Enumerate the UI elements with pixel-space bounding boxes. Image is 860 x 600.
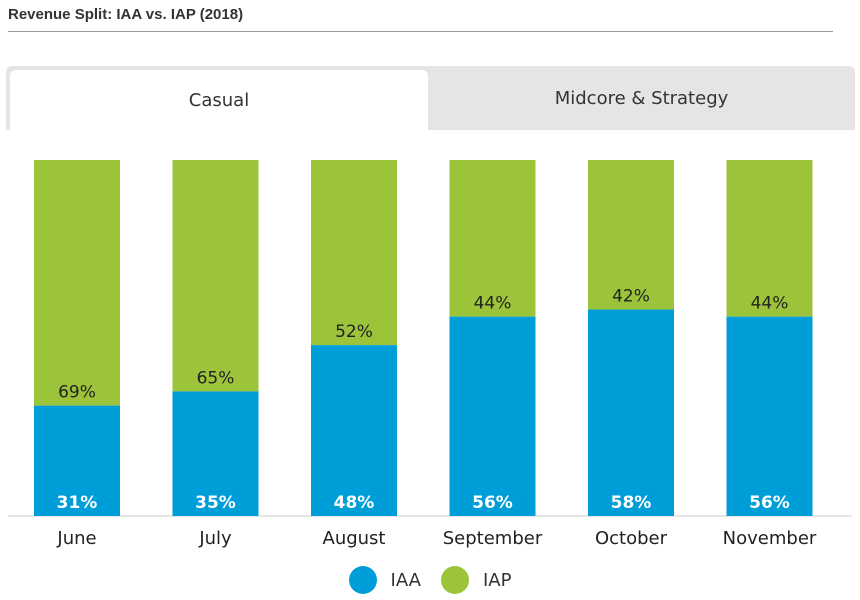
label-iap-august: 52% <box>335 322 373 342</box>
x-tick-label-october: October <box>595 528 668 549</box>
label-iaa-june: 31% <box>57 493 98 513</box>
tab-casual[interactable]: Casual <box>10 70 428 130</box>
label-iaa-july: 35% <box>195 493 236 513</box>
bar-iaa-july <box>172 391 259 516</box>
x-tick-label-september: September <box>443 528 543 549</box>
bar-iap-july <box>172 160 259 392</box>
revenue-split-chart: 69% 31% June 65% 35% July 52% 48% August 44% 56% Se… <box>8 160 852 549</box>
bar-iaa-november <box>726 316 813 516</box>
x-tick-label-july: July <box>198 528 232 549</box>
legend-item-iaa[interactable]: IAA <box>348 566 421 594</box>
label-iaa-october: 58% <box>611 493 652 513</box>
tab-midcore-strategy[interactable]: Midcore & Strategy <box>554 87 729 109</box>
bar-iap-august <box>311 160 397 346</box>
tab-strip: Casual Midcore & Strategy <box>6 66 855 130</box>
bar-iaa-june <box>34 405 120 516</box>
bar-iap-september <box>449 160 536 317</box>
label-iaa-november: 56% <box>749 493 790 513</box>
legend-label-iap: IAP <box>482 569 512 591</box>
page-title: Revenue Split: IAA vs. IAP (2018) <box>8 6 244 23</box>
bar-iaa-october <box>588 309 674 516</box>
x-tick-label-august: August <box>323 528 386 549</box>
legend-swatch-iap <box>440 566 469 594</box>
bar-iap-june <box>34 160 120 406</box>
legend-swatch-iaa <box>348 566 377 594</box>
x-tick-label-november: November <box>723 528 817 549</box>
title-divider <box>8 31 833 32</box>
bar-iap-october <box>588 160 674 310</box>
bar-iaa-september <box>449 316 536 516</box>
label-iap-november: 44% <box>751 294 789 314</box>
label-iap-june: 69% <box>58 383 96 403</box>
x-tick-label-june: June <box>56 528 96 549</box>
bar-iaa-august <box>311 345 397 516</box>
legend: IAA IAP <box>0 562 860 598</box>
label-iap-september: 44% <box>474 294 512 314</box>
label-iaa-september: 56% <box>472 493 513 513</box>
bar-iap-november <box>726 160 813 317</box>
label-iap-october: 42% <box>612 287 650 307</box>
legend-label-iaa: IAA <box>390 569 421 591</box>
label-iap-july: 65% <box>197 368 235 388</box>
label-iaa-august: 48% <box>334 493 375 513</box>
legend-item-iap[interactable]: IAP <box>440 566 512 594</box>
